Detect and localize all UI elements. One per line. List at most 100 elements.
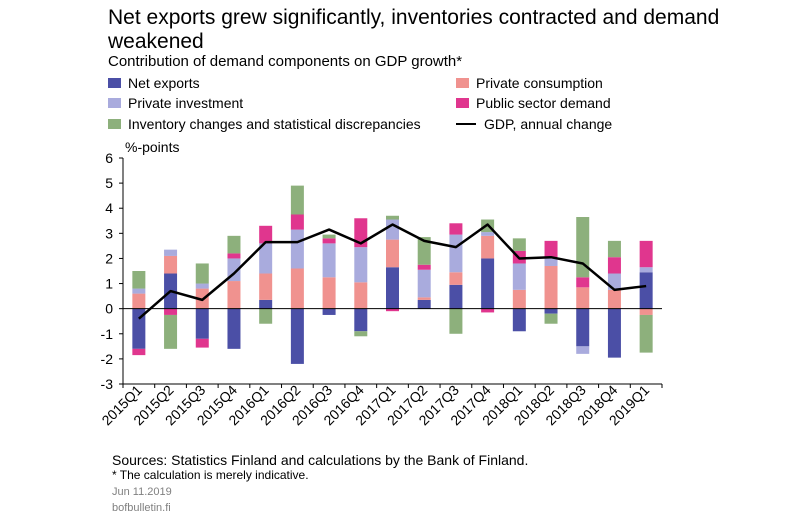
bar-2019Q1-series-4 [639,314,653,353]
bar-2017Q3-series-0 [449,284,463,309]
bar-2018Q2-series-0 [544,308,558,314]
y-tick-label: -1 [101,326,114,342]
bar-2015Q4-series-4 [227,235,241,254]
bar-2015Q1-series-0 [132,308,146,349]
legend-swatch-private-consumption [456,78,469,88]
legend-private-investment: Private investment [108,94,243,112]
bar-2019Q1-series-0 [639,272,653,309]
bar-2018Q1-series-1 [512,289,526,309]
bar-2017Q4-series-0 [481,258,495,309]
footnote-text: * The calculation is merely indicative. [112,468,309,482]
bar-2018Q3-series-2 [576,346,590,354]
bar-2017Q2-series-1 [417,297,431,300]
bar-2018Q2-series-2 [544,257,558,266]
bar-2015Q4-series-3 [227,253,241,259]
chart-subtitle: Contribution of demand components on GDP… [108,53,463,70]
y-tick-label: -2 [101,351,114,367]
bar-2019Q1-series-3 [639,240,653,268]
bar-2018Q1-series-2 [512,263,526,290]
bar-2017Q1-series-2 [386,219,399,240]
legend-gdp-annual-change: GDP, annual change [456,115,612,133]
legend-swatch-gdp-line [456,123,476,125]
bar-2018Q4-series-0 [607,308,621,358]
bar-2017Q2-series-0 [417,299,431,309]
bars-group [132,185,653,364]
bar-2016Q1-series-1 [259,273,273,300]
bar-2018Q1-series-4 [512,238,526,251]
bar-2016Q4-series-4 [354,331,368,337]
bar-2015Q3-series-3 [195,338,209,348]
y-tick-label: 6 [105,150,113,166]
axes-group [119,157,663,388]
bar-2016Q3-series-4 [322,234,336,239]
bar-2017Q1-series-1 [386,239,399,268]
bar-2017Q3-series-4 [449,308,463,334]
bar-2018Q1-series-0 [512,308,526,332]
bar-2017Q4-series-3 [481,308,495,313]
line-group [138,223,647,320]
bar-2018Q4-series-1 [607,289,621,309]
bar-2016Q1-series-4 [259,308,273,324]
legend-swatch-inventory-changes [108,119,121,129]
legend-label: Private consumption [476,75,603,91]
y-tick-label: 0 [105,301,113,317]
bar-2016Q2-series-3 [290,214,304,230]
bar-2015Q2-series-2 [164,249,178,256]
legend-label: Inventory changes and statistical discre… [128,116,421,132]
y-axis-label: %-points [125,139,179,155]
bar-2016Q3-series-3 [322,238,336,244]
bar-2017Q2-series-3 [417,264,431,270]
y-tick-label: 1 [105,276,113,292]
bar-2019Q1-series-1 [639,308,653,315]
bar-2016Q3-series-0 [322,308,336,315]
legend-label: GDP, annual change [484,116,613,132]
date-text: Jun 11.2019 [112,486,172,498]
chart-title: Net exports grew significantly, inventor… [108,6,720,53]
y-tick-label: -3 [101,376,114,392]
legend-swatch-net-exports [108,78,121,88]
bar-2015Q3-series-0 [195,308,209,339]
bar-2017Q4-series-1 [481,235,495,259]
legend-label: Private investment [128,95,244,111]
bar-2015Q2-series-4 [164,314,178,349]
bar-2015Q3-series-4 [195,263,209,284]
legend-private-consumption: Private consumption [456,74,603,92]
y-tick-label: 2 [105,250,113,266]
site-text: bofbulletin.fi [112,502,171,514]
tick-labels-group: 6543210-1-2-32015Q12015Q22015Q32015Q4201… [98,150,652,428]
legend-inventory-changes: Inventory changes and statistical discre… [108,115,421,133]
bar-2018Q2-series-1 [544,265,558,309]
sources-text: Sources: Statistics Finland and calculat… [112,452,529,468]
bar-2016Q2-series-1 [290,268,304,309]
bar-2018Q3-series-3 [576,277,590,288]
bar-2016Q1-series-0 [259,299,273,309]
bar-2018Q4-series-4 [607,240,621,258]
legend-net-exports: Net exports [108,74,200,92]
bar-2015Q1-series-3 [132,348,146,356]
bar-2015Q1-series-4 [132,271,146,289]
bar-2017Q2-series-4 [417,237,431,265]
bar-2016Q3-series-2 [322,243,336,278]
bar-2016Q1-series-2 [259,243,273,274]
bar-2015Q3-series-2 [195,283,209,289]
bar-2017Q3-series-2 [449,234,463,273]
bar-2017Q1-series-0 [386,267,399,309]
legend-label: Public sector demand [476,95,611,111]
bar-2017Q4-series-2 [481,232,495,236]
bar-2017Q1-series-3 [386,308,399,312]
bar-2018Q3-series-1 [576,287,590,309]
legend-public-sector-demand: Public sector demand [456,94,611,112]
bar-2017Q2-series-2 [417,269,431,298]
bar-2019Q1-series-2 [639,267,653,273]
y-tick-label: 5 [105,175,113,191]
bar-2016Q4-series-3 [354,218,368,248]
bar-2017Q3-series-1 [449,272,463,285]
bar-2015Q2-series-1 [164,255,178,274]
y-tick-label: 3 [105,225,113,241]
bar-2017Q1-series-4 [386,215,399,220]
legend-label: Net exports [128,75,200,91]
bar-2015Q4-series-0 [227,308,241,349]
bar-2017Q3-series-3 [449,223,463,235]
bar-2016Q2-series-0 [290,308,304,364]
